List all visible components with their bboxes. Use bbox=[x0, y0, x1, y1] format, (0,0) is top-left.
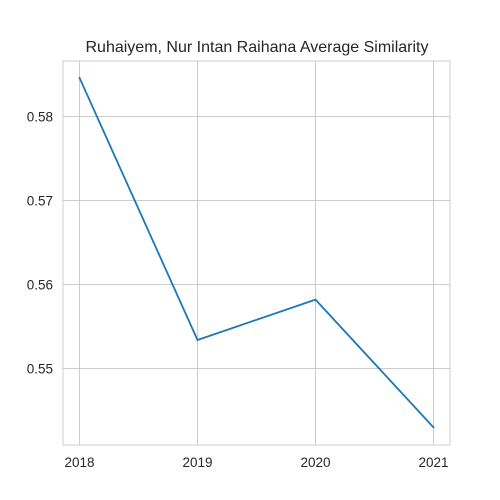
y-tick-label: 0.55 bbox=[27, 362, 53, 377]
data-point bbox=[314, 298, 317, 301]
y-tick-label: 0.57 bbox=[27, 193, 53, 208]
y-tick-label: 0.58 bbox=[27, 109, 53, 124]
plot-area bbox=[62, 60, 451, 446]
grid-lines bbox=[63, 61, 450, 445]
x-tick-label: 2020 bbox=[300, 455, 330, 470]
x-tick-label: 2019 bbox=[182, 455, 212, 470]
data-point bbox=[78, 76, 81, 79]
y-tick-label: 0.56 bbox=[27, 278, 53, 293]
chart-title: Ruhaiyem, Nur Intan Raihana Average Simi… bbox=[86, 39, 429, 56]
series-line bbox=[78, 76, 435, 429]
x-tick-label: 2018 bbox=[64, 455, 94, 470]
x-tick-label: 2021 bbox=[418, 455, 448, 470]
x-axis: 2018 2019 2020 2021 bbox=[64, 455, 448, 470]
data-point bbox=[432, 426, 435, 429]
y-axis: 0.55 0.56 0.57 0.58 bbox=[27, 109, 53, 376]
data-point bbox=[196, 339, 199, 341]
series-layer bbox=[78, 76, 435, 429]
